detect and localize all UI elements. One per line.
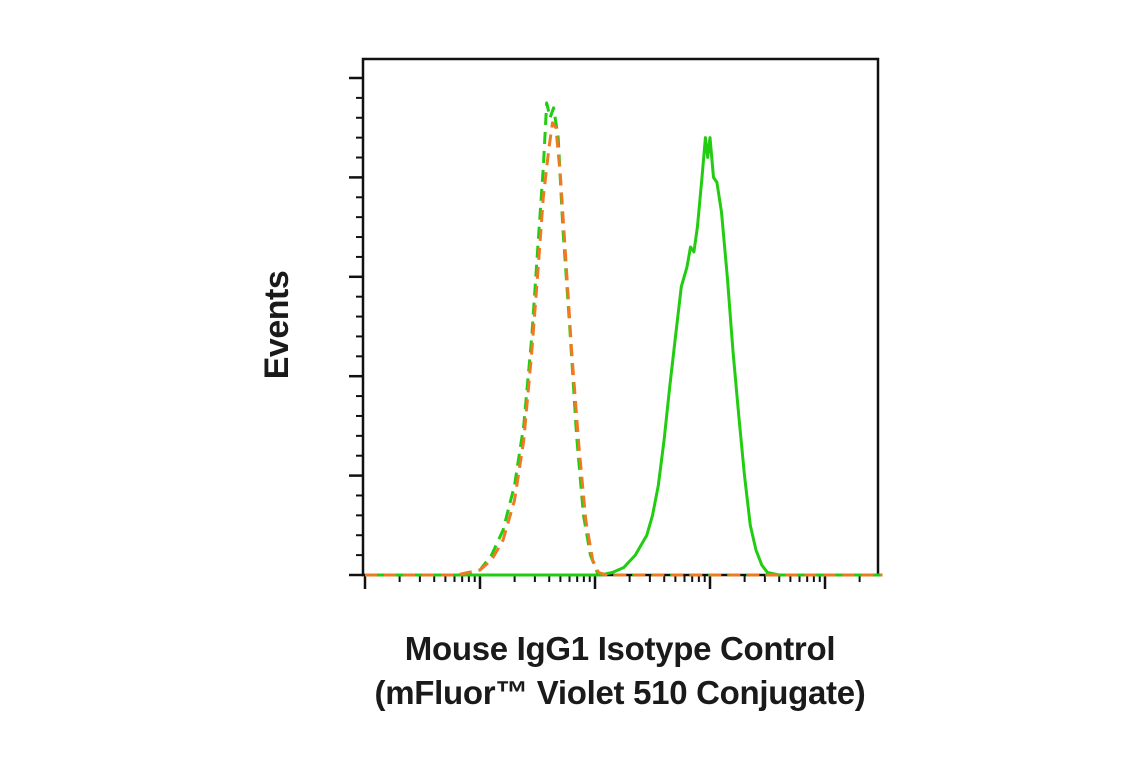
plot-frame [361, 57, 880, 577]
series-line-3 [365, 121, 883, 577]
series-line-2 [365, 101, 883, 577]
series-line-1 [365, 136, 883, 577]
series-lines [365, 101, 883, 577]
x-axis-label-line2: (mFluor™ Violet 510 Conjugate) [374, 674, 866, 711]
x-axis-ticks [363, 575, 861, 589]
y-axis-ticks [349, 76, 363, 577]
x-axis-label-line1: Mouse IgG1 Isotype Control [404, 630, 836, 667]
y-axis-label: Events [258, 270, 296, 380]
